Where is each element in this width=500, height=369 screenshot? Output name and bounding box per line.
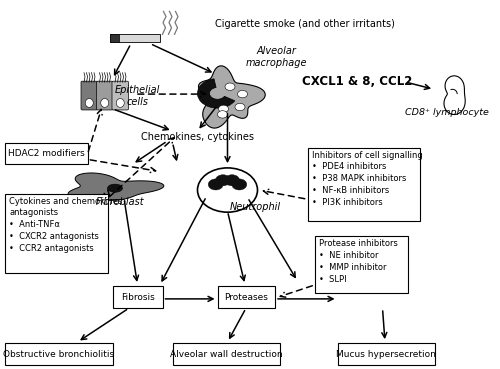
FancyBboxPatch shape xyxy=(81,81,98,110)
Circle shape xyxy=(198,168,258,212)
FancyBboxPatch shape xyxy=(308,148,420,221)
Text: HDAC2 modifiers: HDAC2 modifiers xyxy=(8,149,85,158)
Text: Chemokines, cytokines: Chemokines, cytokines xyxy=(141,132,254,142)
Text: Cigarette smoke (and other irritants): Cigarette smoke (and other irritants) xyxy=(215,19,395,29)
Text: Fibrosis: Fibrosis xyxy=(120,293,154,301)
Polygon shape xyxy=(68,173,164,200)
FancyBboxPatch shape xyxy=(218,286,275,308)
FancyBboxPatch shape xyxy=(172,343,280,365)
Polygon shape xyxy=(444,76,465,114)
Ellipse shape xyxy=(85,99,94,107)
Bar xyxy=(110,34,160,42)
FancyBboxPatch shape xyxy=(338,343,435,365)
Circle shape xyxy=(216,175,230,186)
Circle shape xyxy=(224,175,240,186)
Text: CD8⁺ lymphocyte: CD8⁺ lymphocyte xyxy=(404,108,488,117)
Circle shape xyxy=(238,90,248,98)
Circle shape xyxy=(218,111,228,118)
Bar xyxy=(110,34,119,42)
FancyBboxPatch shape xyxy=(315,236,408,293)
Text: Alveolar wall destruction: Alveolar wall destruction xyxy=(170,350,282,359)
FancyBboxPatch shape xyxy=(5,194,108,273)
Circle shape xyxy=(218,105,228,113)
Text: Inhibitors of cell signalling
•  PDE4 inhibitors
•  P38 MAPK inhibitors
•  NF-κB: Inhibitors of cell signalling • PDE4 inh… xyxy=(312,151,422,207)
Ellipse shape xyxy=(101,99,109,107)
Text: Protease inhibitors
•  NE inhibitor
•  MMP inhibitor
•  SLPI: Protease inhibitors • NE inhibitor • MMP… xyxy=(319,239,398,283)
Ellipse shape xyxy=(116,99,124,107)
FancyBboxPatch shape xyxy=(112,286,162,308)
Text: Obstructive bronchiolitis: Obstructive bronchiolitis xyxy=(3,350,114,359)
Text: Proteases: Proteases xyxy=(224,293,268,301)
Circle shape xyxy=(208,179,223,190)
Text: Cytokines and chemokines
antagonists
•  Anti-TNFα
•  CXCR2 antagonists
•  CCR2 a: Cytokines and chemokines antagonists • A… xyxy=(9,197,122,253)
Text: Epithelial
cells: Epithelial cells xyxy=(115,85,160,107)
FancyBboxPatch shape xyxy=(112,81,128,110)
Text: Mucus hypersecretion: Mucus hypersecretion xyxy=(336,350,436,359)
Circle shape xyxy=(235,103,245,111)
Ellipse shape xyxy=(108,184,122,192)
Text: Fibroblast: Fibroblast xyxy=(96,197,144,207)
FancyBboxPatch shape xyxy=(5,343,112,365)
FancyBboxPatch shape xyxy=(5,143,87,164)
Text: Alveolar
macrophage: Alveolar macrophage xyxy=(246,46,307,68)
Circle shape xyxy=(225,83,235,90)
FancyBboxPatch shape xyxy=(96,81,113,110)
Circle shape xyxy=(232,179,247,190)
Text: Neutrophil: Neutrophil xyxy=(230,202,280,213)
Wedge shape xyxy=(198,79,235,108)
Text: CXCL1 & 8, CCL2: CXCL1 & 8, CCL2 xyxy=(302,75,412,88)
Polygon shape xyxy=(198,66,265,128)
